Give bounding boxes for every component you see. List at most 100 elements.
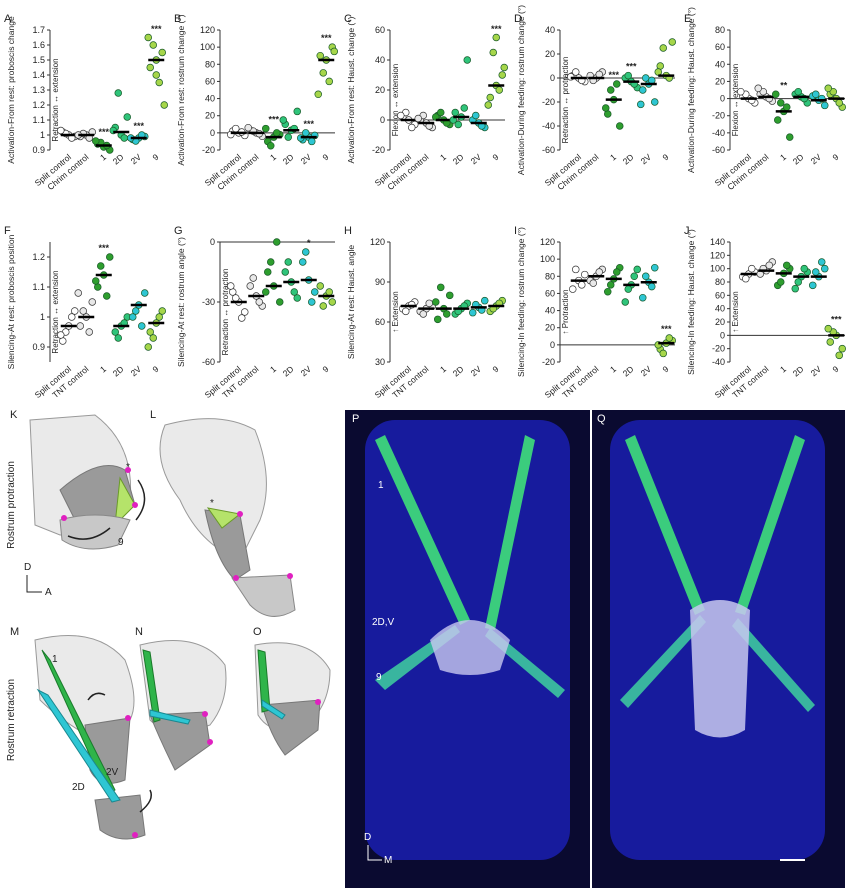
inner-label: Flexion ↔ extension	[391, 64, 400, 136]
y-tick-label: 60	[375, 317, 385, 327]
y-tick-label: 60	[715, 290, 725, 300]
data-point	[264, 268, 272, 276]
data-point	[638, 86, 647, 94]
data-point	[481, 296, 489, 305]
data-point	[144, 33, 153, 42]
y-tick-label: 1.2	[32, 100, 45, 110]
muscle-label: 2D,V	[372, 617, 395, 628]
x-tick-label: 2V	[639, 364, 654, 379]
y-tick-label: 20	[715, 317, 725, 327]
data-point	[571, 68, 580, 76]
data-point	[238, 314, 246, 322]
data-point	[241, 308, 249, 316]
data-point	[612, 268, 621, 276]
data-point	[96, 262, 105, 270]
y-tick-label: 90	[375, 277, 385, 287]
data-point	[149, 334, 158, 342]
panel-letter: O	[253, 626, 262, 638]
significance-label: ***	[98, 243, 109, 253]
panel-letter: L	[150, 409, 156, 421]
data-point	[811, 90, 820, 99]
data-point	[606, 86, 615, 94]
diagram-o: O	[253, 626, 331, 756]
data-point	[419, 310, 428, 318]
y-tick-label: 20	[715, 76, 725, 86]
y-tick-label: 40	[205, 94, 215, 104]
x-tick-label: 1	[268, 152, 278, 163]
data-point	[624, 285, 632, 293]
data-point	[299, 258, 307, 266]
data-point	[232, 294, 240, 302]
y-tick-label: -20	[542, 97, 555, 107]
panel-letter: J	[684, 225, 690, 237]
x-tick-label: 1	[98, 152, 108, 163]
data-point	[460, 104, 469, 112]
data-point	[91, 137, 100, 145]
data-point	[747, 264, 756, 273]
data-point	[155, 313, 164, 321]
x-tick-label: 9	[490, 152, 500, 163]
data-point	[244, 123, 253, 132]
y-tick-label: 30	[375, 357, 385, 367]
data-point	[463, 56, 472, 64]
data-point	[114, 89, 122, 97]
data-point	[91, 277, 100, 285]
significance-label: **	[780, 80, 788, 90]
y-tick-label: 1.5	[32, 55, 45, 65]
significance-label: ***	[98, 127, 109, 137]
muscle-label: 9	[376, 672, 382, 683]
data-point	[319, 69, 328, 77]
data-point	[276, 298, 284, 306]
y-tick-label: 40	[545, 306, 555, 316]
data-point	[314, 90, 323, 99]
inner-label: Flexion ↔ extension	[731, 64, 740, 136]
y-axis-label: Activation-From rest: rostrum change (°)	[176, 14, 186, 165]
data-point	[425, 299, 434, 308]
y-tick-label: 1.3	[32, 85, 45, 95]
x-tick-label: 2D	[791, 152, 806, 167]
muscle-label: 1	[378, 480, 384, 491]
significance-label: ***	[303, 119, 314, 129]
panel-letter: G	[174, 225, 183, 237]
data-point	[330, 47, 339, 56]
y-tick-label: 20	[205, 111, 215, 121]
data-point	[328, 298, 337, 306]
significance-label: *	[307, 238, 311, 248]
x-tick-label: 2V	[469, 364, 484, 379]
x-tick-label: 2D	[791, 364, 806, 379]
panel-letter: N	[135, 626, 143, 638]
inner-label: ↑ Extension	[731, 291, 740, 332]
inner-label: Retraction ↔ extension	[51, 270, 60, 353]
data-point	[472, 111, 480, 120]
data-point	[824, 84, 832, 93]
y-tick-label: 1.6	[32, 40, 45, 50]
x-tick-label: 1	[98, 364, 108, 375]
y-tick-label: -40	[542, 121, 555, 131]
diagram-m: M Rostrum retraction 1 2D 2V	[6, 626, 152, 840]
muscle-label: 9	[118, 537, 124, 548]
data-point	[152, 71, 161, 79]
y-tick-label: 0.9	[32, 342, 45, 352]
y-tick-label: 60	[545, 288, 555, 298]
significance-label: ***	[626, 62, 637, 72]
y-tick-label: -20	[202, 145, 215, 155]
data-point	[800, 264, 808, 273]
y-tick-label: 1.7	[32, 25, 45, 35]
significance-label: ***	[491, 24, 502, 34]
data-point	[454, 120, 463, 129]
data-point	[56, 126, 65, 135]
data-point	[820, 264, 829, 273]
y-tick-label: -20	[372, 145, 385, 155]
data-point	[111, 328, 119, 336]
data-point	[782, 261, 791, 270]
data-point	[262, 288, 270, 296]
axis-label: D	[24, 562, 31, 573]
panel-letter: D	[514, 13, 522, 25]
data-point	[621, 298, 629, 306]
data-point	[630, 272, 638, 281]
y-tick-label: 40	[715, 59, 725, 69]
y-tick-label: -40	[712, 128, 725, 138]
data-point	[589, 279, 597, 287]
panel-letter: C	[344, 13, 352, 25]
